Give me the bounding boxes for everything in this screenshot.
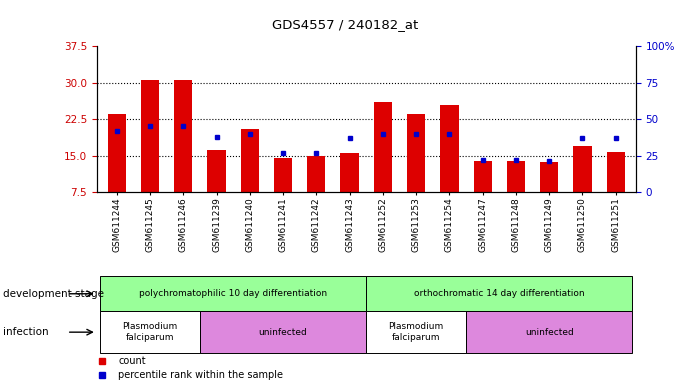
Text: count: count	[118, 356, 146, 366]
Bar	[174, 80, 192, 192]
Bar	[108, 114, 126, 192]
Text: percentile rank within the sample: percentile rank within the sample	[118, 370, 283, 380]
Text: uninfected: uninfected	[258, 328, 307, 337]
Text: GDS4557 / 240182_at: GDS4557 / 240182_at	[272, 18, 419, 31]
Text: Plasmodium
falciparum: Plasmodium falciparum	[122, 323, 178, 342]
Bar	[466, 311, 632, 353]
Text: infection: infection	[3, 327, 49, 337]
Bar	[100, 311, 200, 353]
Bar	[507, 161, 525, 192]
Bar	[440, 106, 459, 192]
Bar	[307, 157, 325, 192]
Bar	[200, 311, 366, 353]
Bar	[240, 129, 259, 192]
Text: orthochromatic 14 day differentiation: orthochromatic 14 day differentiation	[414, 289, 585, 298]
Bar	[366, 311, 466, 353]
Bar	[141, 80, 159, 192]
Text: polychromatophilic 10 day differentiation: polychromatophilic 10 day differentiatio…	[139, 289, 328, 298]
Text: Plasmodium
falciparum: Plasmodium falciparum	[388, 323, 444, 342]
Bar	[366, 276, 632, 311]
Bar	[574, 146, 591, 192]
Bar	[374, 102, 392, 192]
Bar	[207, 150, 226, 192]
Bar	[607, 152, 625, 192]
Bar	[407, 114, 425, 192]
Bar	[473, 161, 492, 192]
Bar	[274, 158, 292, 192]
Text: development stage: development stage	[3, 289, 104, 299]
Bar	[341, 153, 359, 192]
Text: uninfected: uninfected	[525, 328, 574, 337]
Bar	[540, 162, 558, 192]
Bar	[100, 276, 366, 311]
